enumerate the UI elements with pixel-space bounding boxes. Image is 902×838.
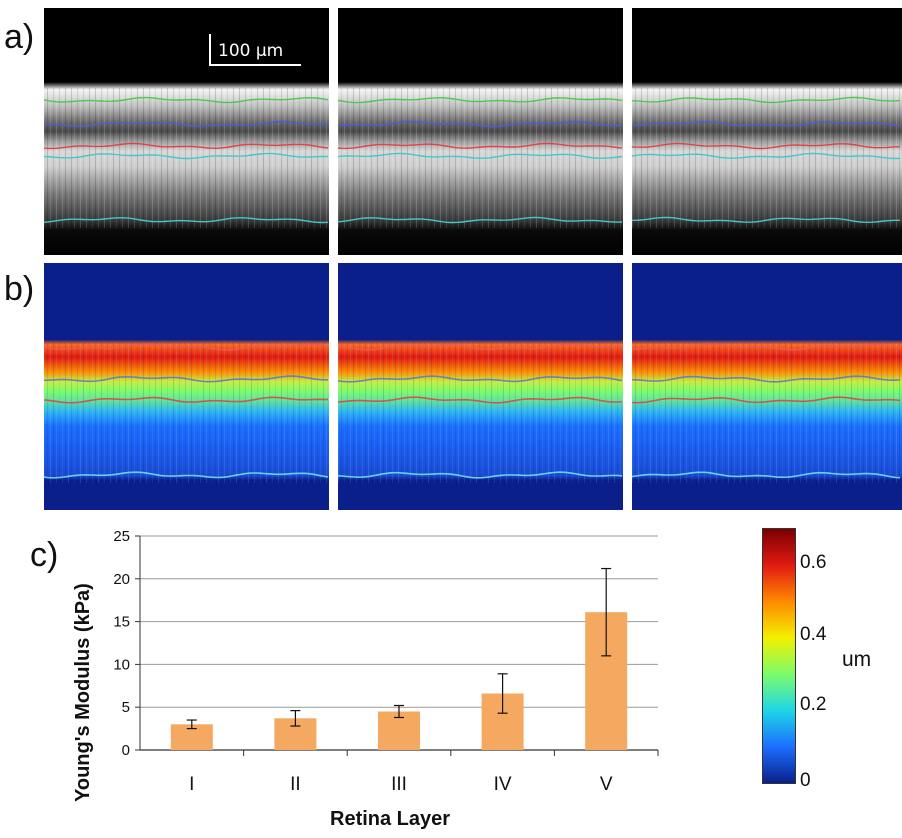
scalebar	[209, 34, 301, 68]
y-tick-label: 10	[113, 656, 130, 673]
colorbar-tick-3: 0	[800, 770, 811, 791]
x-tick-label: IV	[494, 774, 512, 795]
displacement-map-3	[632, 263, 902, 510]
y-tick-label: 0	[122, 742, 130, 759]
y-tick-label: 5	[122, 699, 130, 716]
x-tick-label: II	[290, 774, 301, 795]
colorbar	[762, 528, 796, 784]
panel-label-a: a)	[4, 18, 35, 56]
scalebar-label: 100 μm	[218, 41, 284, 61]
colorbar-tick-0: 0.6	[800, 552, 827, 573]
x-axis-label: Retina Layer	[330, 808, 451, 830]
colorbar-tick-1: 0.4	[800, 624, 827, 645]
oct-image-2	[338, 8, 623, 255]
displacement-map-2	[338, 263, 623, 510]
x-tick-label: III	[391, 774, 407, 795]
y-tick-label: 20	[113, 571, 130, 588]
oct-image-3	[632, 8, 902, 255]
y-axis-label: Young's Modulus (kPa)	[72, 583, 94, 802]
error-bar-V	[601, 567, 612, 657]
y-tick-label: 15	[113, 614, 130, 631]
colorbar-tick-2: 0.2	[800, 694, 827, 715]
panel-label-c: c)	[30, 536, 59, 574]
error-bar-I	[186, 719, 197, 730]
error-bar-III	[394, 704, 404, 719]
x-tick-label: V	[600, 774, 613, 795]
colorbar-unit: um	[842, 648, 872, 671]
x-tick-label: I	[189, 774, 194, 795]
error-bar-II	[290, 710, 301, 727]
y-tick-label: 25	[113, 528, 130, 545]
displacement-map-1	[44, 263, 329, 510]
panel-label-b: b)	[4, 270, 35, 308]
oct-image-1	[44, 8, 329, 255]
error-bar-IV	[497, 673, 508, 714]
